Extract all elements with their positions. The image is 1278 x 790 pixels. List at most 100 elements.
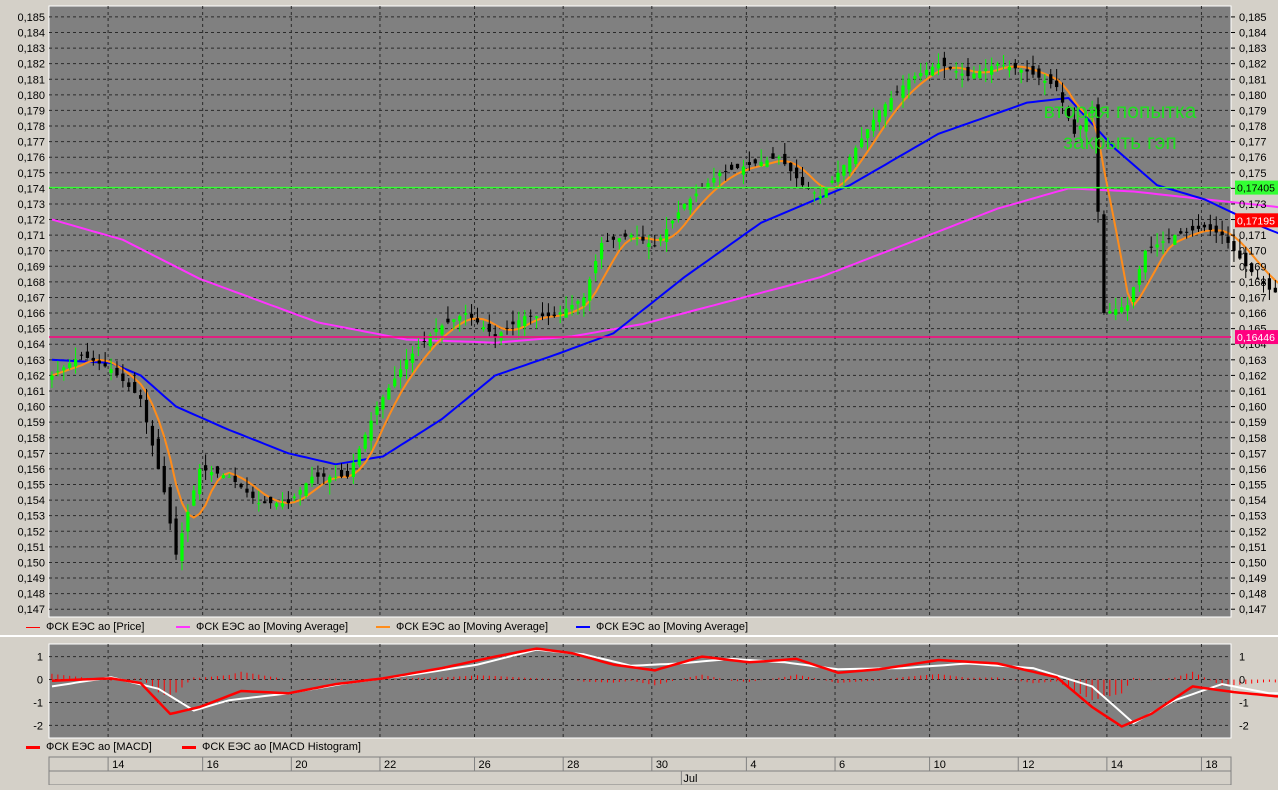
candle-body xyxy=(919,73,923,77)
x-day-label: 12 xyxy=(1022,759,1034,771)
candle-body xyxy=(1214,225,1218,233)
y-tick-label: 0,181 xyxy=(1239,74,1267,86)
y-tick-label: 0,167 xyxy=(1239,292,1267,304)
macd-y-tick-label: -1 xyxy=(33,697,43,709)
candle-body xyxy=(428,334,432,347)
candle-body xyxy=(1232,241,1236,251)
moving-averages xyxy=(51,65,1278,519)
candle-body xyxy=(215,466,220,474)
candle-body xyxy=(422,340,426,342)
candle-body xyxy=(623,233,627,237)
candle-body xyxy=(73,359,78,367)
legend-item-ma-orange[interactable]: ФСК ЕЭС ао [Moving Average] xyxy=(376,621,548,633)
candle-body xyxy=(747,162,751,165)
y-tick-label: 0,176 xyxy=(17,152,45,164)
candle-body xyxy=(1261,281,1266,284)
candle-body xyxy=(156,438,160,469)
legend-item-macd-histogram[interactable]: ФСК ЕЭС ао [MACD Histogram] xyxy=(182,741,361,753)
legend-item-macd[interactable]: ФСК ЕЭС ао [MACD] xyxy=(26,741,152,753)
legend-swatch xyxy=(26,626,40,628)
candle-body xyxy=(263,501,267,504)
candle-body xyxy=(1149,246,1153,248)
candle-body xyxy=(79,354,84,356)
candle-body xyxy=(334,476,338,478)
candle-body xyxy=(399,369,403,378)
macd-y-tick-label: 1 xyxy=(37,652,43,664)
y-tick-label: 0,175 xyxy=(1239,168,1267,180)
candle-body xyxy=(345,471,350,477)
legend-item-price[interactable]: ФСК ЕЭС ао [Price] xyxy=(26,621,144,633)
y-tick-label: 0,154 xyxy=(1239,495,1267,507)
y-tick-label: 0,147 xyxy=(17,604,45,616)
candle-body xyxy=(978,71,982,78)
candle-body xyxy=(192,490,196,506)
candle-body xyxy=(877,110,881,123)
candle-body xyxy=(546,312,551,317)
candle-body xyxy=(777,157,781,159)
candle-body xyxy=(50,375,54,380)
legend-label: ФСК ЕЭС ао [Moving Average] xyxy=(196,621,349,633)
y-tick-label: 0,173 xyxy=(17,199,45,211)
candle-body xyxy=(1043,80,1047,83)
y-tick-label: 0,155 xyxy=(1239,480,1267,492)
y-tick-label: 0,161 xyxy=(1239,386,1267,398)
candle-body xyxy=(540,313,545,317)
price-grid xyxy=(49,6,1231,617)
candle-body xyxy=(322,473,326,477)
candle-body xyxy=(1055,80,1059,88)
candle-body xyxy=(907,79,911,90)
candle-body xyxy=(1049,74,1053,84)
y-tick-label: 0,150 xyxy=(17,557,45,569)
candle-body xyxy=(664,229,669,242)
candle-body xyxy=(316,472,320,477)
candle-body xyxy=(458,316,462,321)
x-day-label: 14 xyxy=(112,759,124,771)
candle-body xyxy=(694,193,698,197)
candle-body xyxy=(505,327,509,329)
y-tick-label: 0,162 xyxy=(17,370,45,382)
ma-blue-line xyxy=(51,97,1278,466)
y-tick-label: 0,154 xyxy=(17,495,45,507)
candle-body xyxy=(1001,65,1006,67)
candle-body xyxy=(771,153,775,159)
candle-body xyxy=(653,245,657,247)
candle-body xyxy=(741,166,746,175)
x-day-label: 16 xyxy=(207,759,219,771)
legend-item-ma-blue[interactable]: ФСК ЕЭС ао [Moving Average] xyxy=(576,621,748,633)
candle-body xyxy=(357,448,361,465)
candle-body xyxy=(1167,238,1171,240)
candle-body xyxy=(393,378,397,387)
y-tick-label: 0,182 xyxy=(17,59,45,71)
candle-body xyxy=(552,314,556,317)
candle-body xyxy=(523,316,527,327)
y-tick-label: 0,158 xyxy=(1239,433,1267,445)
y-tick-label: 0,179 xyxy=(1239,105,1267,117)
candle-body xyxy=(150,425,155,446)
legend-label: ФСК ЕЭС ао [MACD Histogram] xyxy=(202,741,361,753)
legend-label: ФСК ЕЭС ао [MACD] xyxy=(46,741,152,753)
candle-body xyxy=(85,351,90,358)
candle-body xyxy=(133,382,137,393)
candle-body xyxy=(115,367,119,376)
candle-body xyxy=(529,315,533,317)
candle-body xyxy=(1220,231,1224,236)
candle-body xyxy=(1161,241,1165,243)
candle-body xyxy=(682,203,686,209)
legend-item-ma-magenta[interactable]: ФСК ЕЭС ао [Moving Average] xyxy=(176,621,348,633)
y-tick-label: 0,162 xyxy=(1239,370,1267,382)
candle-body xyxy=(481,327,486,330)
candle-body xyxy=(469,313,474,318)
candle-body xyxy=(753,159,757,164)
candle-body xyxy=(954,71,958,73)
candle-body xyxy=(635,237,639,239)
candle-body xyxy=(629,235,633,238)
candle-body xyxy=(611,236,616,240)
y-tick-label: 0,184 xyxy=(1239,27,1267,39)
candle-body xyxy=(659,237,663,241)
candle-body xyxy=(416,347,421,349)
candle-body xyxy=(1013,62,1017,69)
macd-y-tick-label: 0 xyxy=(1239,675,1245,687)
candle-body xyxy=(1202,224,1207,228)
candle-body xyxy=(647,243,651,248)
